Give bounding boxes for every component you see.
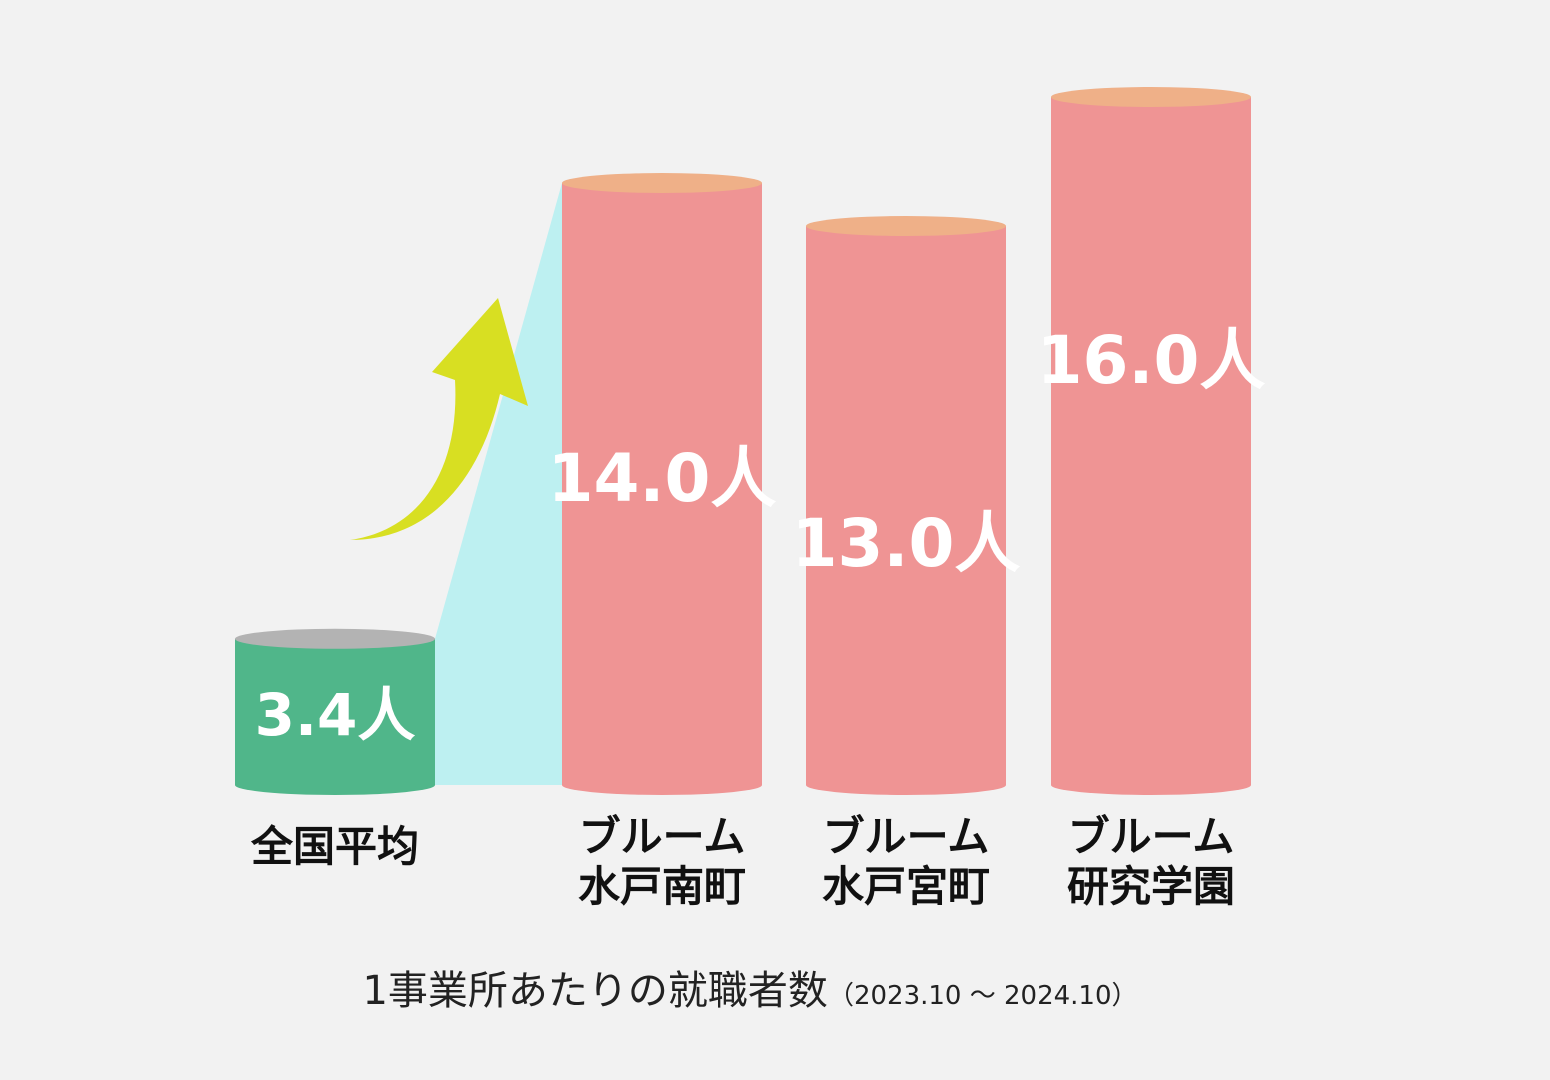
data-label-1: 14.0人: [548, 440, 777, 517]
category-label-0-line-0: 全国平均: [250, 822, 419, 871]
category-label-2: ブルーム 水戸宮町: [776, 812, 1036, 912]
caption-text: 1事業所あたりの就職者数: [362, 968, 828, 1014]
bar-1: [562, 173, 762, 795]
bar-cap-3: [1051, 87, 1251, 107]
bar-cap-2: [806, 216, 1006, 236]
category-label-3-line-1: 研究学園: [1066, 862, 1235, 911]
bar-body-0: [235, 638, 435, 795]
bar-body-1: [562, 183, 762, 795]
category-label-2-line-1: 水戸宮町: [821, 862, 990, 911]
data-label-3: 16.0人: [1037, 322, 1266, 399]
category-label-0: 全国平均: [205, 822, 465, 872]
bar-2: [806, 216, 1006, 795]
category-label-1-line-1: 水戸南町: [577, 862, 746, 911]
bar-cap-0: [235, 628, 435, 649]
bar-0: [235, 628, 435, 795]
category-label-1-line-0: ブルーム: [578, 812, 746, 861]
category-label-2-line-0: ブルーム: [822, 812, 990, 861]
bar-3: [1051, 87, 1251, 795]
highlight-band: [435, 183, 562, 785]
data-label-0: 3.4人: [255, 681, 416, 749]
category-label-3-line-0: ブルーム: [1067, 812, 1235, 861]
category-label-3: ブルーム 研究学園: [1021, 812, 1281, 912]
bar-cap-1: [562, 173, 762, 193]
caption-period: （2023.10 ～ 2024.10）: [827, 981, 1138, 1011]
bar-body-3: [1051, 97, 1251, 795]
category-label-1: ブルーム 水戸南町: [532, 812, 792, 912]
data-label-2: 13.0人: [792, 505, 1021, 582]
bar-body-2: [806, 226, 1006, 795]
up-right-curved-arrow-icon: [350, 298, 528, 540]
chart-caption: 1事業所あたりの就職者数（2023.10 ～ 2024.10）: [0, 958, 1500, 1016]
